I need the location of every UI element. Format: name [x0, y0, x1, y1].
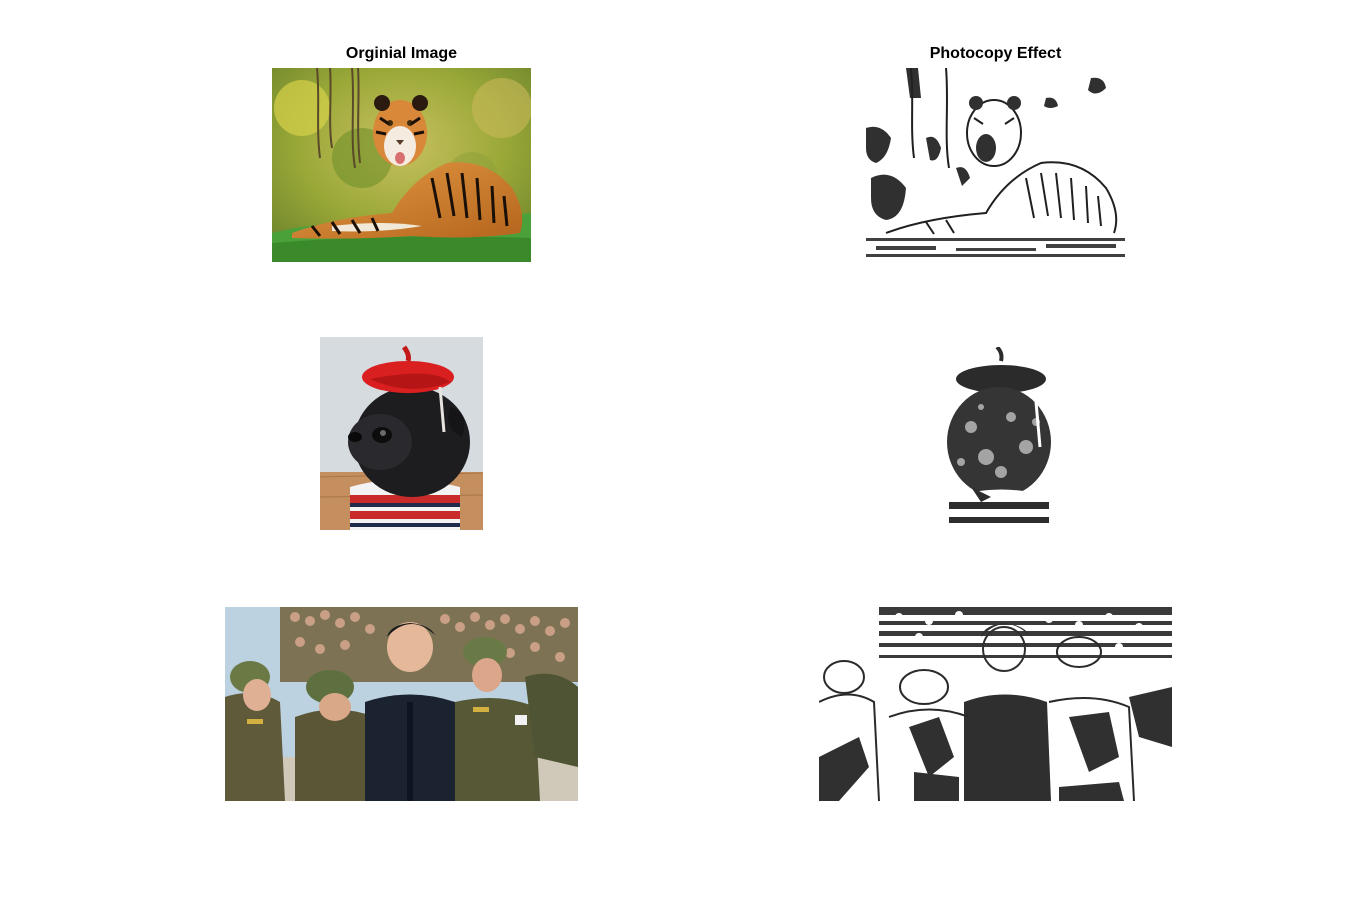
photocopy-effect-title: Photocopy Effect	[929, 45, 1062, 62]
pug-photocopy-image	[941, 347, 1059, 530]
group-photocopy-image	[819, 607, 1172, 801]
original-image-title: Orginial Image	[345, 45, 458, 62]
group-original-image	[225, 607, 578, 801]
tiger-photocopy-image	[866, 68, 1125, 262]
pug-original-image	[320, 337, 483, 530]
tiger-original-image	[272, 68, 531, 262]
